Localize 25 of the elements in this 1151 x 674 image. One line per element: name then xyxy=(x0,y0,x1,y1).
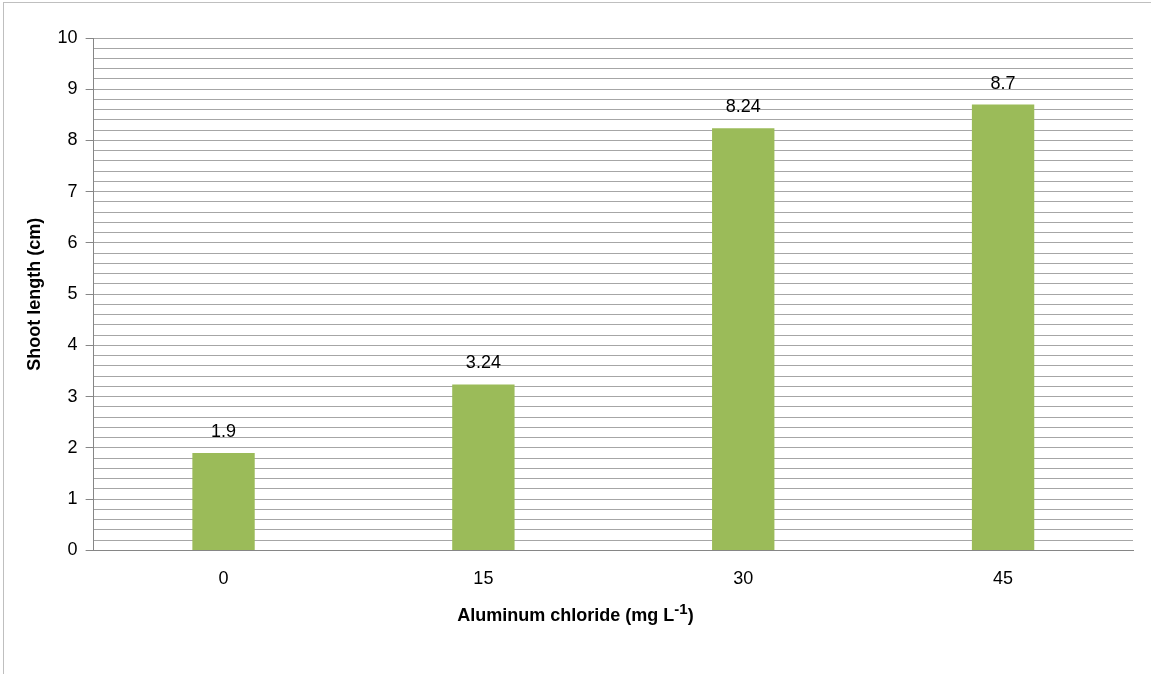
y-tick-label: 9 xyxy=(67,78,78,99)
bar xyxy=(971,104,1035,550)
y-tick-label: 7 xyxy=(67,180,78,201)
y-tick-label: 10 xyxy=(57,26,78,47)
y-axis-title: Shoot length (cm) xyxy=(23,217,44,371)
x-tick-label: 15 xyxy=(473,568,494,589)
y-tick-label: 6 xyxy=(67,231,78,252)
y-tick-label: 4 xyxy=(67,334,78,355)
bar xyxy=(712,128,775,550)
y-tick-label: 3 xyxy=(67,385,78,406)
y-tick-label: 0 xyxy=(67,539,78,560)
bar xyxy=(452,384,515,550)
data-label: 8.7 xyxy=(990,72,1016,93)
y-tick-label: 1 xyxy=(67,488,78,509)
y-tick-label: 8 xyxy=(67,129,78,150)
data-label: 3.24 xyxy=(465,352,501,373)
data-label: 1.9 xyxy=(211,421,237,442)
x-tick-label: 0 xyxy=(218,568,229,589)
bar xyxy=(192,453,255,550)
y-tick-label: 2 xyxy=(67,436,78,457)
x-tick-label: 45 xyxy=(993,568,1014,589)
y-tick-label: 5 xyxy=(67,283,78,304)
x-axis-title: Aluminum chloride (mg L$^{-1}$) xyxy=(456,600,695,626)
x-tick-label: 30 xyxy=(733,568,754,589)
data-label: 8.24 xyxy=(725,96,761,117)
